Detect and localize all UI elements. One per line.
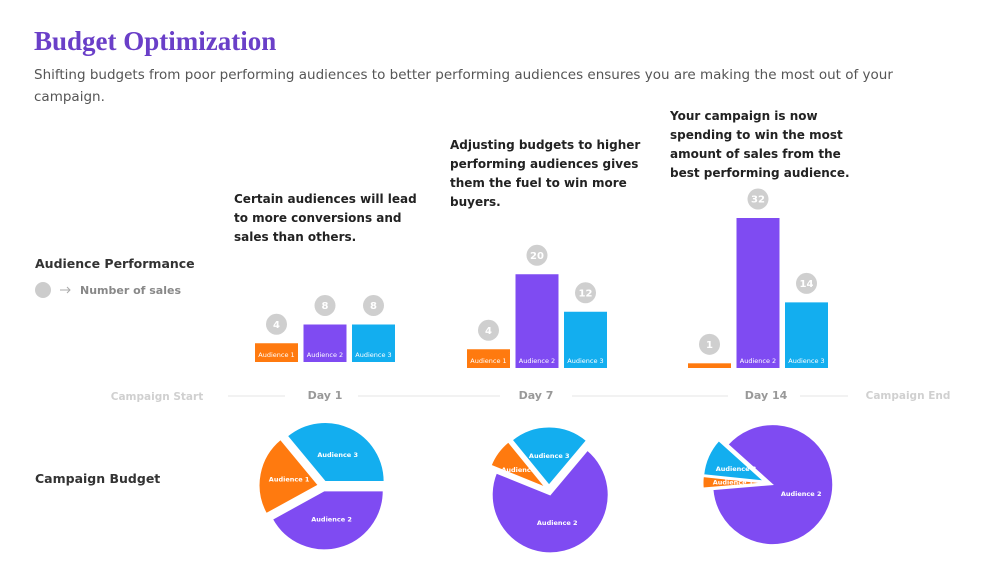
value-label: 20 bbox=[530, 251, 544, 262]
value-label: 4 bbox=[485, 326, 492, 337]
annotation-line: buyers. bbox=[450, 195, 501, 209]
annotation-line: performing audiences gives bbox=[450, 157, 639, 171]
annotation-line: spending to win the most bbox=[670, 128, 843, 142]
bar bbox=[255, 343, 298, 362]
value-badge bbox=[314, 295, 336, 316]
bar-label: Audience 1 bbox=[470, 357, 506, 365]
value-label: 12 bbox=[579, 288, 593, 299]
value-label: 4 bbox=[273, 320, 280, 331]
value-badge bbox=[575, 282, 596, 304]
annotation-line: amount of sales from the bbox=[670, 147, 841, 161]
pie-slice bbox=[511, 426, 588, 486]
slice-label: Audience 1 bbox=[713, 479, 754, 487]
legend-arrow bbox=[66, 286, 71, 294]
value-label: 14 bbox=[800, 279, 814, 290]
day-label: Day 1 bbox=[308, 389, 343, 402]
timeline-label: Campaign Start bbox=[111, 391, 203, 403]
bar bbox=[352, 324, 395, 362]
timeline-label: Campaign End bbox=[866, 390, 951, 402]
day-label: Day 14 bbox=[745, 389, 788, 402]
annotation-line: Your campaign is now bbox=[670, 109, 818, 123]
value-badge bbox=[747, 188, 769, 210]
slice-label: Audience 3 bbox=[716, 465, 757, 473]
bar-label: Audience 3 bbox=[567, 357, 603, 365]
pie-slice bbox=[712, 424, 834, 546]
bar-label: Audience 2 bbox=[307, 351, 343, 359]
annotation: Adjusting budgets to higher performing au… bbox=[450, 136, 640, 212]
value-badge bbox=[266, 313, 287, 335]
bar bbox=[736, 218, 780, 368]
value-badge bbox=[363, 295, 384, 316]
slice-label: Audience 1 bbox=[501, 466, 542, 474]
pie-slice bbox=[702, 476, 764, 489]
value-badge bbox=[526, 244, 548, 266]
bar bbox=[515, 274, 559, 368]
annotation-line: them the fuel to win more bbox=[450, 176, 627, 190]
bar bbox=[564, 311, 607, 368]
bar-label: Audience 3 bbox=[788, 357, 824, 365]
bar bbox=[303, 324, 347, 362]
pie-slice bbox=[491, 449, 609, 554]
pie-slice bbox=[703, 440, 765, 482]
pie-slice bbox=[258, 438, 319, 515]
legend-swatch bbox=[35, 282, 51, 298]
bar bbox=[688, 363, 731, 368]
annotation-line: sales than others. bbox=[234, 230, 357, 244]
bar bbox=[785, 302, 828, 368]
day-label: Day 7 bbox=[519, 389, 554, 402]
page-title: Budget Optimization bbox=[34, 26, 277, 56]
slice-label: Audience 1 bbox=[269, 476, 310, 484]
bar-label: Audience 2 bbox=[740, 357, 776, 365]
pie-slice bbox=[286, 422, 385, 482]
legend-label: Number of sales bbox=[80, 284, 182, 297]
annotation: Your campaign is now spending to win the … bbox=[670, 107, 850, 183]
section-label: Campaign Budget bbox=[35, 471, 161, 486]
annotation: Certain audiences will lead to more conve… bbox=[234, 190, 417, 247]
annotation-line: Adjusting budgets to higher bbox=[450, 138, 641, 152]
value-badge bbox=[796, 272, 817, 294]
pie-slice bbox=[490, 441, 546, 488]
annotation-line: best performing audience. bbox=[670, 166, 850, 180]
bar bbox=[467, 349, 510, 368]
value-label: 1 bbox=[706, 340, 713, 351]
bar-label: Audience 1 bbox=[258, 351, 294, 359]
annotation-line: Certain audiences will lead bbox=[234, 192, 417, 206]
bar-label: Audience 1 bbox=[691, 357, 727, 365]
slice-label: Audience 3 bbox=[529, 452, 570, 460]
slice-label: Audience 3 bbox=[317, 451, 358, 459]
annotation-line: to more conversions and bbox=[234, 211, 402, 225]
slice-label: Audience 2 bbox=[311, 515, 352, 523]
pie-slice bbox=[271, 490, 384, 551]
value-label: 32 bbox=[751, 195, 765, 206]
value-badge bbox=[478, 319, 499, 341]
bar-label: Audience 3 bbox=[355, 351, 391, 359]
section-label: Audience Performance bbox=[35, 256, 195, 271]
value-badge bbox=[699, 333, 720, 355]
slice-label: Audience 2 bbox=[537, 519, 578, 527]
value-label: 8 bbox=[322, 301, 329, 312]
page-subtitle: Shifting budgets from poor performing au… bbox=[34, 67, 893, 105]
slice-label: Audience 2 bbox=[781, 490, 822, 498]
bar-label: Audience 2 bbox=[519, 357, 555, 365]
value-label: 8 bbox=[370, 301, 377, 312]
